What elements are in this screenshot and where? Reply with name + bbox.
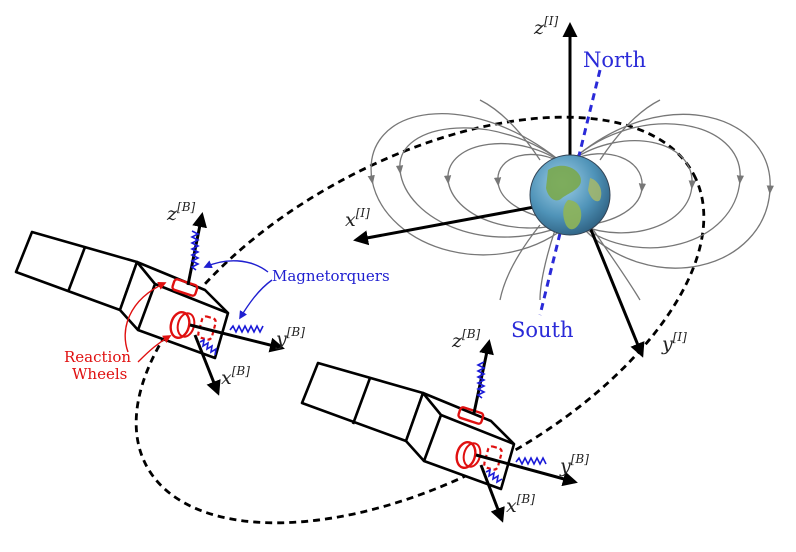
body2-y-label: y[B] <box>559 452 589 477</box>
south-pole-label: South <box>511 318 574 342</box>
reaction-wheels-label-line1: Reaction <box>64 348 131 366</box>
magnetic-field-lines <box>367 99 774 301</box>
inertial-y-label: y[I] <box>661 330 687 355</box>
reaction-wheels-label-line2: Wheels <box>72 365 127 383</box>
body1-z-label: z[B] <box>166 200 196 225</box>
body-frame-axes-2 <box>472 339 578 523</box>
body1-y-label: y[B] <box>275 325 305 350</box>
magnetorquer-pointer-2 <box>239 279 273 320</box>
reaction-wheel-pointer-2 <box>137 335 172 363</box>
magnetorquer-pointer-1 <box>203 260 269 273</box>
inertial-y-axis <box>583 214 645 358</box>
inertial-z-label: z[I] <box>533 14 558 39</box>
body2-z-label: z[B] <box>451 327 481 352</box>
body-frame-axes-1 <box>186 212 285 396</box>
inertial-x-axis <box>353 203 546 246</box>
body1-x-label: x[B] <box>221 364 250 389</box>
magnetorquers-label: Magnetorquers <box>272 267 390 285</box>
body2-x-label: x[B] <box>506 492 535 517</box>
cubesat-icon-2 <box>300 361 516 491</box>
earth-globe-icon <box>529 154 611 236</box>
north-pole-label: North <box>583 48 646 72</box>
reaction-wheel-pointer-1 <box>124 281 167 353</box>
inertial-x-label: x[I] <box>345 206 370 231</box>
cubesat-icon <box>14 230 230 360</box>
